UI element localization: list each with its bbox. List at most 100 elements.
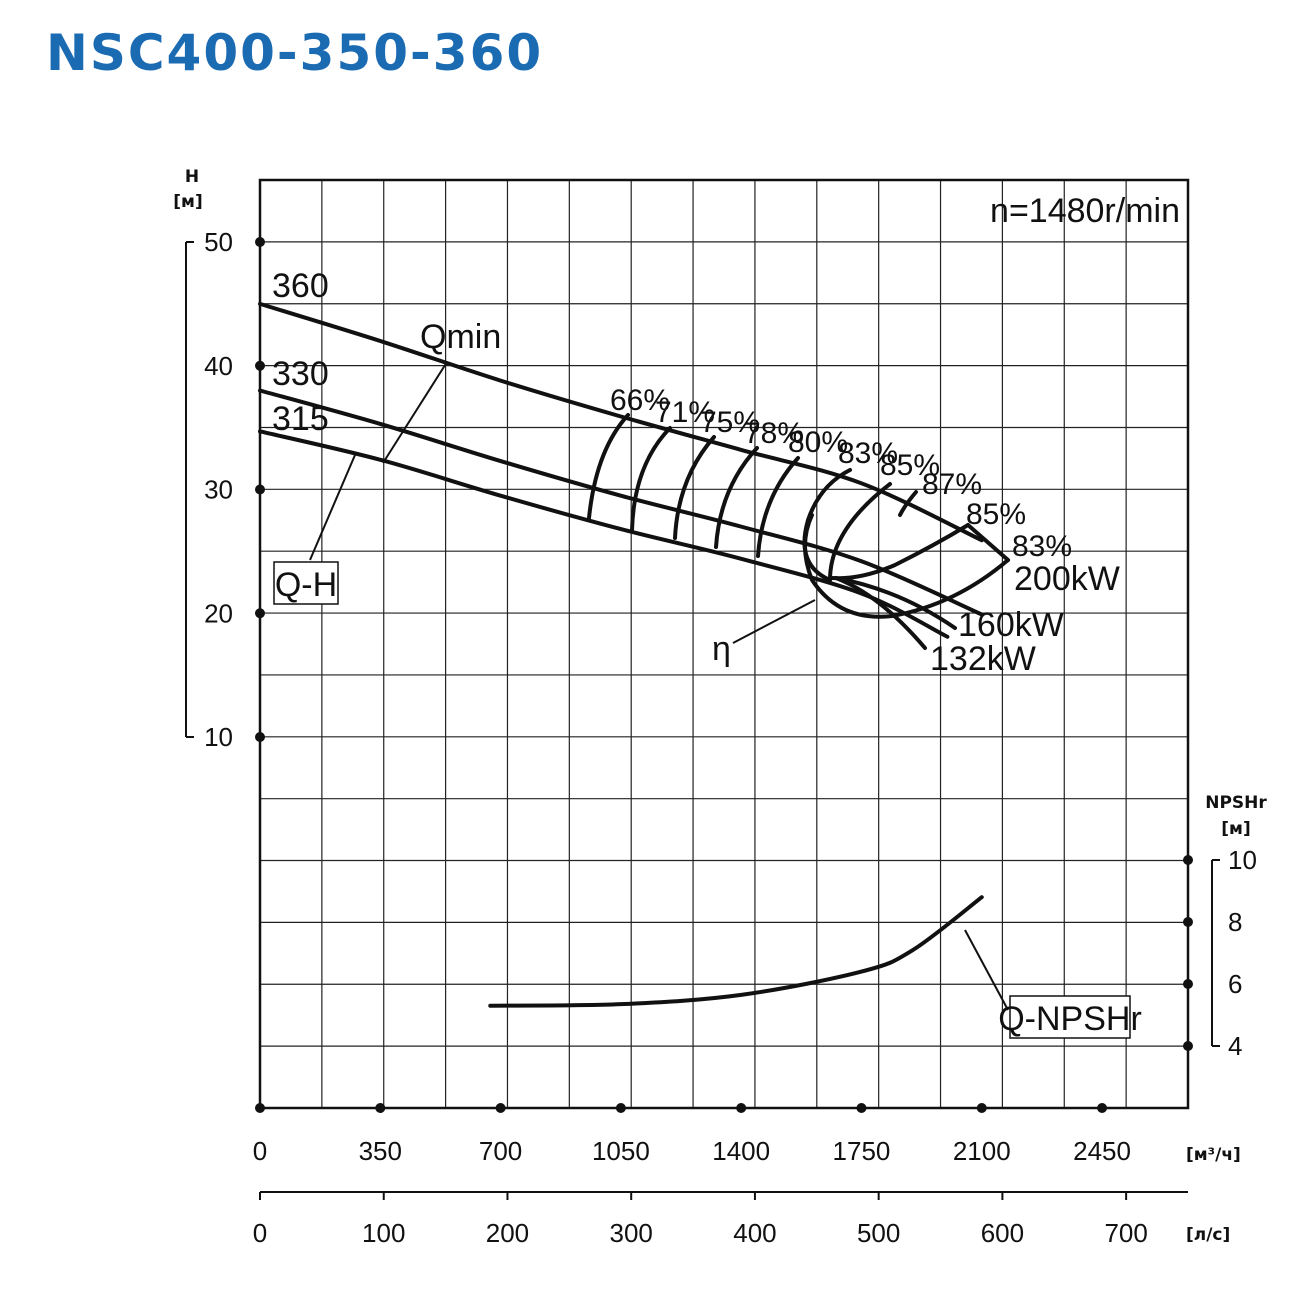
y-axis-head: H [м] — [173, 167, 203, 738]
y2-tick-dot — [1183, 917, 1193, 927]
y-tick-dot — [255, 360, 265, 371]
power-label-200: 200kW — [1014, 560, 1120, 598]
power-label-160: 160kW — [958, 606, 1064, 644]
y2-tick-label: 8 — [1228, 907, 1242, 937]
eff-label-83: 83% — [838, 437, 898, 470]
npshr-curve — [488, 895, 984, 1008]
x-tick-dot — [495, 1103, 506, 1113]
x-tick-label: 2100 — [953, 1136, 1011, 1166]
qh-curve-315 — [258, 429, 950, 639]
power-label-132: 132kW — [930, 640, 1036, 678]
y-axis-unit: [м] — [173, 192, 202, 212]
x-tick-label: 1400 — [712, 1136, 770, 1166]
npshr-label-box — [1009, 995, 1131, 1039]
y2-axis-npshr: NPSHr [м] — [1205, 793, 1267, 1047]
y-tick-label: 30 — [204, 475, 233, 505]
plot-frame — [258, 178, 1190, 1110]
eff-label-66: 66% — [610, 384, 670, 417]
eff-label-87: 87% — [922, 468, 982, 501]
y2-tick-dot — [1183, 1041, 1193, 1051]
x2-tick-label: 200 — [486, 1218, 529, 1248]
x2-tick-label: 400 — [733, 1218, 776, 1248]
curve-label-315: 315 — [272, 400, 329, 438]
eff-label-75: 75% — [700, 406, 760, 439]
qmin-label: Qmin — [420, 318, 501, 356]
x-tick-dot — [736, 1103, 747, 1113]
eff-label-85: 85% — [880, 449, 940, 482]
y2-tick-dot — [1183, 855, 1193, 865]
x-tick-label: 1050 — [592, 1136, 650, 1166]
y2-tick-label: 4 — [1228, 1031, 1242, 1061]
x-axis-unit: [м³/ч] — [1186, 1145, 1241, 1165]
y-tick-label: 40 — [204, 351, 233, 381]
y2-tick-label: 10 — [1228, 845, 1257, 875]
x2-tick-label: 300 — [610, 1218, 653, 1248]
y-tick-label: 50 — [204, 227, 233, 257]
y-tick-dot — [255, 608, 265, 619]
x2-tick-label: 600 — [981, 1218, 1024, 1248]
eta-label: η — [712, 630, 731, 668]
y-tick-dot — [255, 237, 265, 247]
x-tick-label: 2450 — [1073, 1136, 1131, 1166]
x-tick-dot — [976, 1103, 987, 1113]
x-tick-dot — [1097, 1103, 1108, 1113]
page-title: NSC400-350-360 — [46, 24, 544, 82]
qh-curve-360 — [258, 301, 984, 543]
x2-tick-label: 100 — [362, 1218, 405, 1248]
annotations: 360 330 315 Qmin Q-H η Q-NPSHr 66% 71% 7… — [272, 267, 1142, 1039]
eff-label-83b: 83% — [1012, 530, 1072, 563]
qh-label: Q-H — [275, 566, 337, 604]
x2-tick-label: 700 — [1104, 1218, 1147, 1248]
y-tick-dot — [255, 484, 265, 495]
eff-label-71: 71% — [655, 396, 715, 429]
leader-lines — [309, 361, 1009, 1011]
npshr-label: Q-NPSHr — [998, 1000, 1142, 1038]
power-curve-200 — [966, 523, 1010, 562]
curve-label-360: 360 — [272, 267, 329, 305]
y-tick-dot — [255, 732, 265, 742]
x-tick-label: 350 — [359, 1136, 402, 1166]
eff-contour-85b — [830, 523, 970, 581]
x-tick-label: 700 — [479, 1136, 522, 1166]
eff-contour-75 — [673, 435, 716, 540]
eff-contour-83 — [802, 468, 852, 582]
y2-tick-label: 6 — [1228, 969, 1242, 999]
x-tick-dot — [255, 1103, 265, 1113]
x-tick-dot — [856, 1103, 867, 1113]
eff-contour-87 — [898, 490, 918, 517]
eff-contour-71 — [630, 426, 672, 532]
efficiency-contours — [587, 413, 1010, 619]
x2-tick-label: 0 — [253, 1218, 267, 1248]
x-tick-dot — [615, 1103, 626, 1113]
eff-label-85b: 85% — [966, 498, 1026, 531]
y2-axis-unit: [м] — [1221, 819, 1250, 839]
power-curves — [834, 523, 1010, 650]
qh-label-box — [273, 561, 339, 605]
speed-label: n=1480r/min — [990, 192, 1180, 230]
eff-contour-80 — [756, 456, 800, 558]
y-tick-label: 10 — [204, 722, 233, 752]
x-tick-label: 0 — [253, 1136, 267, 1166]
y-tick-label: 20 — [204, 598, 233, 628]
y2-axis-label: NPSHr — [1205, 793, 1267, 813]
eff-contour-66 — [587, 413, 630, 520]
power-curve-160 — [834, 576, 957, 630]
x-tick-dot — [375, 1103, 386, 1113]
x2-axis-flow-ls: [л/с] — [260, 1191, 1230, 1245]
y2-tick-dot — [1183, 979, 1193, 989]
y-axis-label: H — [185, 167, 199, 187]
eff-label-80: 80% — [788, 426, 848, 459]
x2-tick-label: 500 — [857, 1218, 900, 1248]
x-axis-flow-m3h: [м³/ч] — [1186, 1145, 1241, 1165]
curve-label-330: 330 — [272, 355, 329, 393]
x-tick-label: 1750 — [833, 1136, 891, 1166]
eff-contour-85 — [828, 482, 892, 582]
chart-grid — [260, 180, 1188, 1108]
x2-axis-unit: [л/с] — [1186, 1225, 1230, 1245]
eff-label-78: 78% — [744, 417, 804, 450]
eff-contour-78 — [714, 446, 759, 549]
qh-curve-330 — [258, 388, 984, 617]
power-curve-132 — [834, 576, 927, 650]
